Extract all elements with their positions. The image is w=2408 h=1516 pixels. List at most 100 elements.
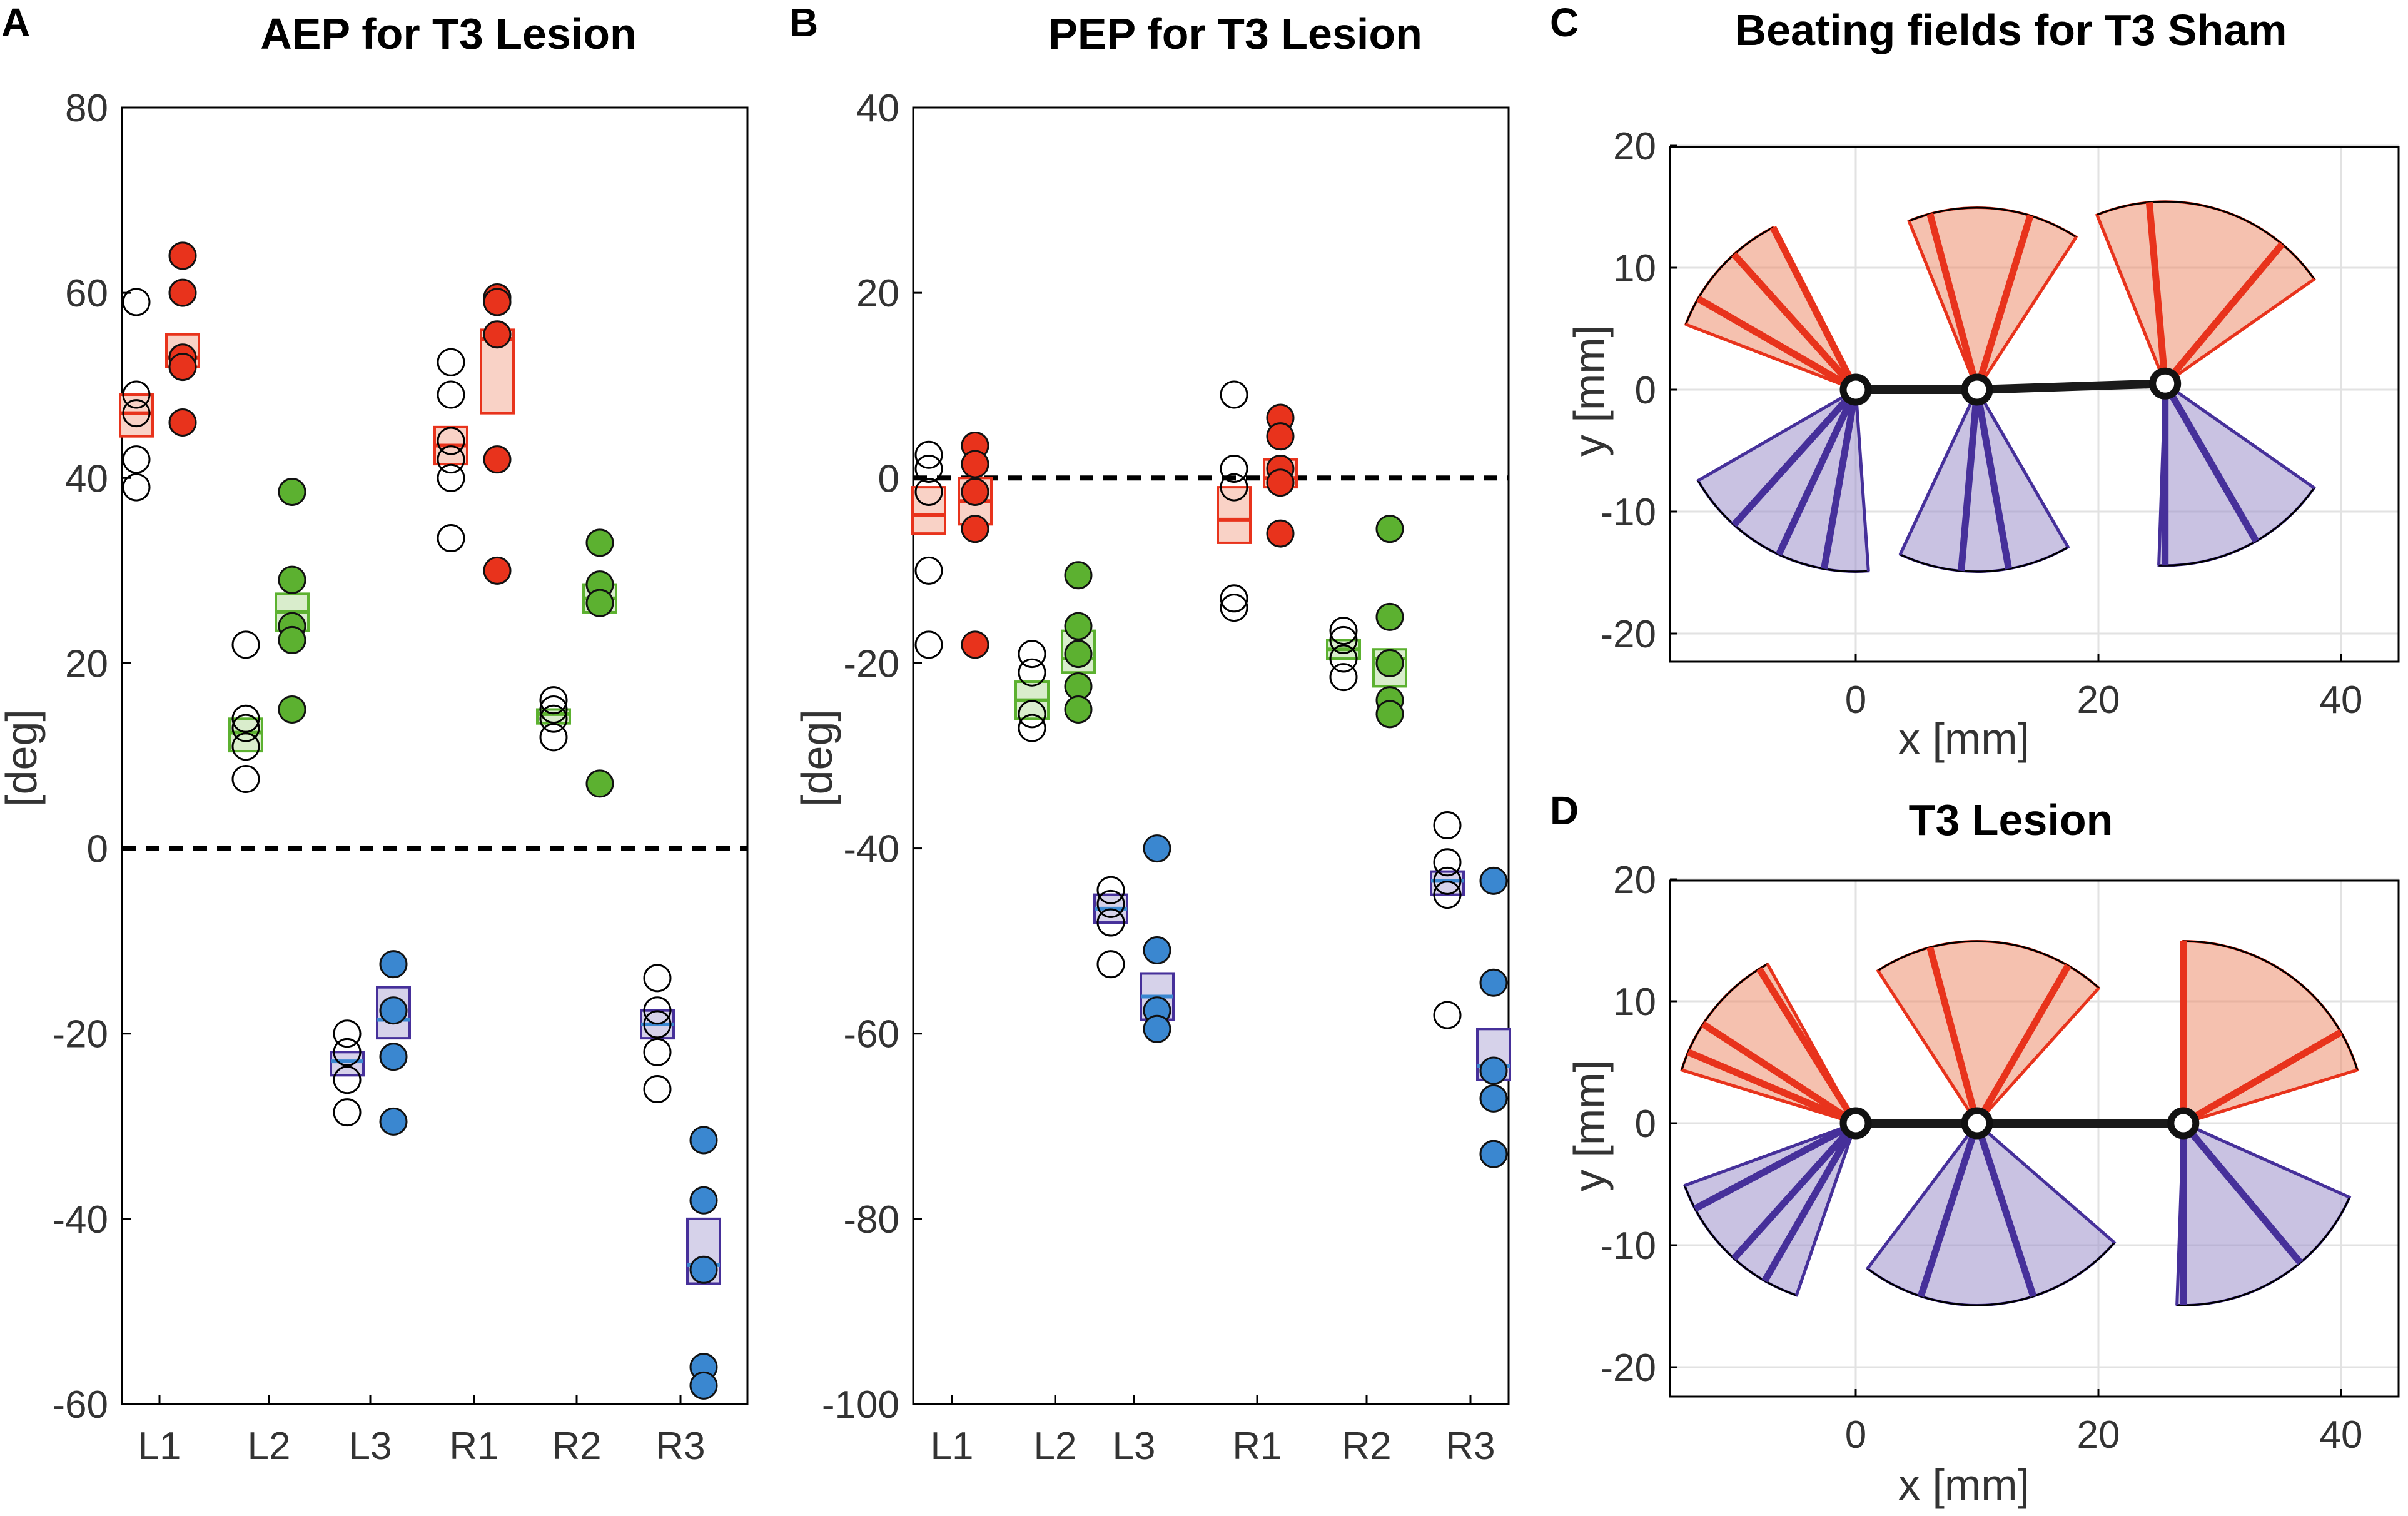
iqr-box <box>1217 486 1252 544</box>
posterior-mean-line <box>1731 1121 1859 1261</box>
panel-letter-a: A <box>1 0 30 45</box>
sham-data-point <box>1096 876 1125 904</box>
y-tick-label: -40 <box>843 828 899 871</box>
sham-data-point <box>1220 584 1248 613</box>
sham-data-point <box>1018 640 1046 669</box>
posterior-field-edge <box>2164 382 2315 490</box>
sham-data-point <box>231 630 260 659</box>
lesion-data-point <box>961 450 989 478</box>
lesion-data-point <box>379 1043 408 1071</box>
posterior-field-arc <box>2177 1196 2351 1306</box>
lesion-data-point <box>379 950 408 979</box>
posterior-field-arc <box>2158 487 2315 567</box>
posterior-field-edge <box>1854 389 1870 572</box>
lesion-data-point <box>689 1371 718 1400</box>
y-tick-label: -100 <box>822 1383 899 1427</box>
x-tick-label: 40 <box>2320 679 2363 722</box>
anterior-mean-line <box>1926 213 1981 391</box>
x-tick-label: 0 <box>1845 1413 1866 1457</box>
lesion-data-point <box>1064 640 1093 669</box>
x-axis-label-lesion: x [mm] <box>1898 1460 2030 1509</box>
y-tick-label: -60 <box>843 1013 899 1056</box>
sham-data-point <box>333 1066 362 1094</box>
y-tick-label: -10 <box>1600 491 1656 534</box>
y-tick-label: -60 <box>52 1383 108 1427</box>
lesion-data-point <box>1143 834 1171 863</box>
anterior-mean-line <box>2182 1029 2343 1126</box>
sham-data-point <box>1220 380 1248 409</box>
posterior-mean-line <box>2162 382 2259 543</box>
y-tick-label: 20 <box>856 272 899 315</box>
y-tick-label: -20 <box>1600 613 1656 656</box>
posterior-mean-line <box>1731 387 1859 527</box>
anterior-field-edge <box>2095 214 2167 385</box>
y-tick-label: 0 <box>1635 1103 1656 1146</box>
sham-data-point <box>539 695 568 724</box>
x-tick-label: L3 <box>1113 1425 1156 1468</box>
sham-data-point <box>1220 473 1248 502</box>
lesion-data-point <box>168 408 197 437</box>
anterior-mean-line <box>1974 964 2072 1125</box>
anterior-mean-line <box>1973 215 2034 391</box>
lesion-data-point <box>278 565 306 594</box>
posterior-field-edge <box>2182 1121 2350 1199</box>
x-tick-label: L1 <box>138 1425 181 1468</box>
lesion-data-point <box>689 1186 718 1215</box>
y-tick-label: -20 <box>52 1013 108 1056</box>
lesion-data-point <box>168 278 197 307</box>
anterior-mean-line <box>1701 1021 1858 1126</box>
y-tick-label: -40 <box>52 1198 108 1241</box>
sham-data-point <box>437 348 465 376</box>
sham-data-point <box>437 380 465 409</box>
lesion-data-point <box>483 445 512 474</box>
leg-base-joint <box>1839 373 1872 406</box>
lesion-data-point <box>585 528 614 557</box>
anterior-mean-line <box>1769 226 1859 392</box>
sham-data-point <box>1018 700 1046 729</box>
x-tick-label: L1 <box>931 1425 974 1468</box>
y-tick-label: 20 <box>1613 125 1656 168</box>
x-tick-label: 20 <box>2077 679 2120 722</box>
lesion-data-point <box>585 589 614 617</box>
lesion-data-point <box>1143 936 1171 964</box>
sham-data-point <box>1329 644 1358 673</box>
y-tick-label: 0 <box>1635 369 1656 412</box>
sham-data-point <box>231 732 260 761</box>
posterior-field-edge <box>1866 1122 1978 1270</box>
anterior-field-arc <box>2097 200 2315 280</box>
lesion-data-point <box>1266 519 1295 548</box>
sham-data-point <box>122 288 151 316</box>
sham-data-point <box>1329 617 1358 645</box>
sham-data-point <box>333 1019 362 1048</box>
lesion-data-point <box>1375 649 1404 677</box>
sham-data-point <box>643 1010 672 1039</box>
plot-area-lesion: 0 20 40 20 10 0 -10 -20 <box>1600 859 2400 1457</box>
sham-data-point <box>122 445 151 474</box>
panel-pep: B PEP for T3 Lesion [deg] 40 20 0 -20 -40 -60… <box>789 0 1511 1468</box>
x-tick-label: 40 <box>2320 1413 2363 1457</box>
y-tick-label: -20 <box>843 642 899 685</box>
lesion-data-point <box>1064 612 1093 640</box>
sham-data-point <box>122 399 151 428</box>
sham-data-point <box>914 454 943 483</box>
sham-data-point <box>437 445 465 474</box>
y-tick-label: 10 <box>1613 981 1656 1024</box>
x-tick-label: L2 <box>248 1425 291 1468</box>
lesion-data-point <box>1375 515 1404 543</box>
y-tick-label: 0 <box>878 457 899 500</box>
lesion-data-point <box>1266 422 1295 451</box>
anterior-mean-line <box>1686 1049 1858 1127</box>
sham-data-point <box>1096 889 1125 918</box>
lesion-data-point <box>379 1107 408 1136</box>
lesion-data-point <box>278 695 306 724</box>
lesion-data-point <box>961 477 989 506</box>
anterior-field-arc <box>1684 226 1774 325</box>
posterior-mean-line <box>1693 1120 1858 1212</box>
leg-base-joint <box>2167 1107 2200 1140</box>
sham-data-point <box>333 1098 362 1127</box>
x-tick-label: R1 <box>1232 1425 1282 1468</box>
y-axis-label-pep: [deg] <box>792 709 841 807</box>
y-tick-label: -20 <box>1600 1347 1656 1390</box>
posterior-mean-line <box>1973 389 2012 570</box>
anterior-field-edge <box>2164 278 2315 385</box>
